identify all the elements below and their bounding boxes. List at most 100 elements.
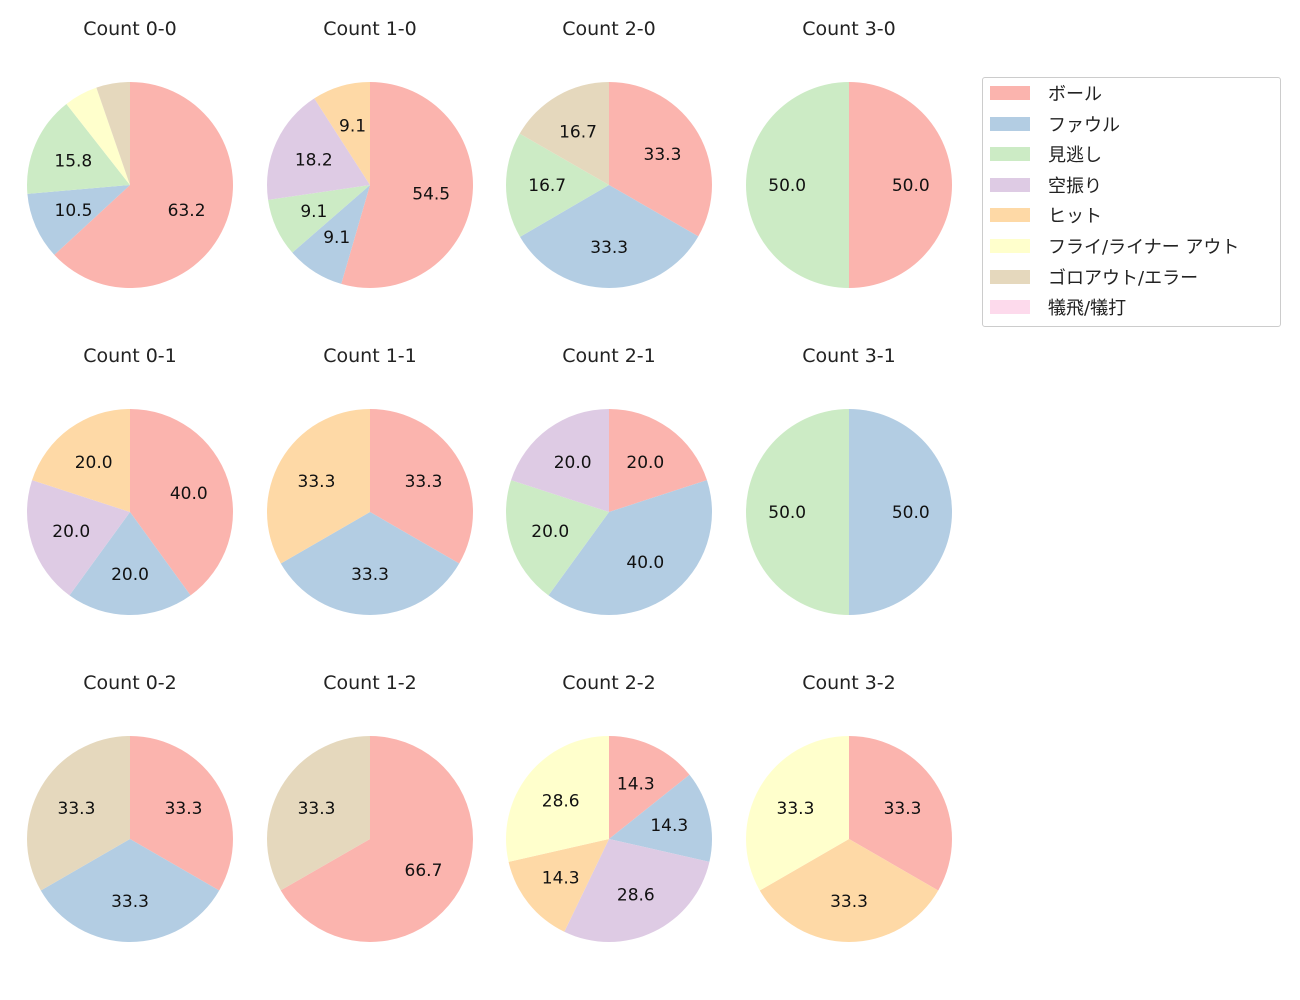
pie-slice — [746, 409, 849, 615]
pie-title: Count 3-1 — [802, 345, 896, 367]
pie-slice — [609, 82, 712, 237]
pie-title: Count 2-0 — [562, 18, 656, 40]
legend-swatch — [990, 116, 1030, 131]
slice-label: 20.0 — [52, 522, 90, 542]
legend-label: ヒット — [1048, 206, 1102, 228]
pie-slice — [130, 409, 233, 596]
pie-slice — [849, 409, 952, 615]
legend-swatch — [990, 86, 1030, 100]
pie-slice — [548, 480, 712, 615]
slice-label: 50.0 — [892, 503, 930, 523]
pie-slice — [341, 81, 474, 288]
slice-label: 33.3 — [884, 799, 922, 819]
pie-slice — [27, 480, 130, 596]
pie-slice — [27, 736, 130, 891]
pie-slice — [849, 736, 952, 891]
pie-slice — [508, 839, 609, 932]
legend-label: ボール — [1048, 84, 1102, 105]
slice-label: 20.0 — [626, 453, 664, 473]
slice-label: 16.7 — [559, 123, 597, 143]
slice-label: 33.3 — [298, 472, 336, 492]
slice-label: 9.1 — [300, 202, 327, 222]
pie-slice — [506, 480, 609, 596]
legend-swatch — [990, 147, 1030, 162]
slice-label: 40.0 — [170, 484, 208, 504]
slice-label: 14.3 — [542, 869, 580, 889]
pie-slice — [27, 185, 130, 255]
slice-label: 33.3 — [644, 145, 682, 165]
pie-slice — [511, 409, 609, 512]
pie-slice — [96, 82, 130, 185]
slice-label: 40.0 — [626, 553, 664, 573]
pie-slice — [746, 82, 849, 288]
slice-label: 33.3 — [58, 799, 96, 819]
slice-label: 33.3 — [830, 892, 868, 912]
slice-label: 33.3 — [405, 472, 443, 492]
pie-slice — [519, 82, 609, 185]
legend-label: 犠飛/犠打 — [1048, 298, 1127, 320]
slice-label: 33.3 — [111, 892, 149, 912]
slice-label: 20.0 — [111, 565, 149, 585]
legend-swatch — [990, 300, 1030, 315]
legend-item: ファウル — [990, 114, 1120, 136]
pie-slice — [505, 736, 609, 862]
pie-slice — [267, 736, 370, 891]
pie-slice — [370, 409, 473, 564]
pie-slice — [130, 736, 233, 891]
pie-slice — [54, 82, 234, 288]
pie-slice — [292, 185, 370, 284]
pie-slice — [69, 512, 191, 615]
pie-title: Count 1-2 — [323, 672, 417, 694]
slice-label: 14.3 — [650, 816, 688, 836]
legend-item: ゴロアウト/エラー — [990, 267, 1199, 289]
pie-slice — [32, 409, 130, 512]
pie-slice — [266, 409, 370, 564]
legend-item: フライ/ライナー アウト — [990, 236, 1240, 258]
slice-label: 33.3 — [777, 799, 815, 819]
pie-slice — [268, 185, 370, 253]
slice-label: 50.0 — [892, 176, 930, 196]
pie-title: Count 1-1 — [323, 345, 417, 367]
legend-item: 空振り — [990, 175, 1102, 197]
slice-label: 18.2 — [295, 150, 333, 170]
legend-label: フライ/ライナー アウト — [1048, 237, 1240, 258]
pie-slice — [609, 736, 690, 839]
pie-title: Count 2-2 — [562, 672, 656, 694]
pie-slice — [564, 839, 710, 943]
slice-label: 50.0 — [768, 503, 806, 523]
slice-label: 14.3 — [617, 774, 655, 794]
pie-title: Count 0-2 — [83, 672, 177, 694]
slice-label: 33.3 — [165, 799, 203, 819]
legend-swatch — [990, 239, 1030, 253]
pie-slice — [506, 133, 609, 237]
legend-item: ヒット — [990, 205, 1102, 228]
slice-label: 33.3 — [590, 238, 628, 258]
slice-label: 9.1 — [339, 117, 366, 137]
legend-label: 見逃し — [1048, 145, 1102, 167]
slice-label: 28.6 — [617, 886, 655, 906]
slice-label: 28.6 — [542, 791, 580, 811]
pie-title: Count 0-1 — [83, 345, 177, 367]
pie-slice — [27, 103, 131, 194]
pie-slice — [609, 409, 707, 512]
slice-label: 66.7 — [405, 861, 443, 881]
slice-label: 10.5 — [55, 201, 93, 221]
slice-label: 33.3 — [298, 799, 336, 819]
legend-swatch — [990, 269, 1030, 284]
legend-label: ゴロアウト/エラー — [1048, 267, 1199, 289]
pie-slice — [66, 87, 130, 185]
legend-item: ボール — [990, 83, 1102, 105]
slice-label: 33.3 — [351, 565, 389, 585]
pie-title: Count 3-2 — [802, 672, 896, 694]
legend-swatch — [990, 208, 1030, 223]
pie-slice — [745, 736, 849, 891]
slice-label: 20.0 — [531, 522, 569, 542]
slice-label: 20.0 — [554, 453, 592, 473]
slice-label: 16.7 — [528, 176, 566, 196]
legend: ボールファウル見逃し空振りヒットフライ/ライナー アウト ゴロアウト/エラー 犠飛/… — [982, 77, 1281, 327]
slice-label: 50.0 — [768, 176, 806, 196]
pie-slice — [314, 82, 370, 185]
pie-slice — [849, 82, 952, 288]
